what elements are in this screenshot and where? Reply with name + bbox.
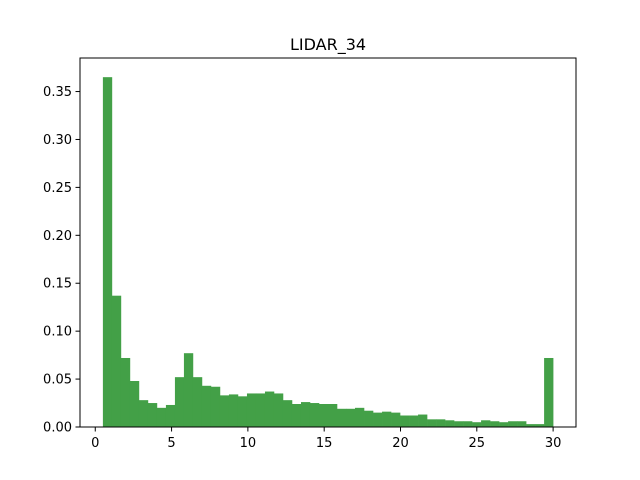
histogram-bar	[508, 421, 518, 427]
histogram-bar	[364, 410, 374, 427]
histogram-bar	[255, 393, 266, 427]
histogram-bar	[499, 422, 509, 427]
x-tick-label: 30	[545, 436, 562, 451]
y-tick-label: 0.30	[43, 133, 72, 148]
histogram-bar	[373, 412, 383, 427]
y-tick-label: 0.35	[43, 85, 72, 100]
histogram-bar	[246, 393, 257, 427]
histogram-bar	[400, 415, 410, 427]
histogram-bar	[445, 420, 455, 427]
histogram-bar	[337, 408, 347, 427]
x-tick-label: 25	[469, 436, 486, 451]
histogram-bar	[472, 422, 482, 427]
histogram-bar	[183, 353, 194, 427]
chart-title: LIDAR_34	[290, 35, 366, 55]
plot-frame	[79, 57, 577, 428]
histogram-bar	[409, 415, 419, 427]
x-tick-label: 10	[240, 436, 257, 451]
y-tick-label: 0.15	[43, 277, 72, 292]
axes-group	[79, 57, 577, 428]
histogram-bar	[192, 377, 203, 427]
bars-group	[102, 77, 554, 428]
histogram-bar	[111, 295, 122, 427]
histogram-bar	[346, 408, 356, 427]
histogram-bar	[165, 404, 176, 427]
histogram-bar	[490, 421, 500, 427]
histogram-bar	[328, 404, 338, 427]
x-tick-label: 15	[316, 436, 333, 451]
histogram-bar	[147, 403, 158, 427]
histogram-bar	[526, 424, 536, 427]
x-axis-ticks: 0 5 10 15 20 25 30	[91, 427, 561, 451]
histogram-bar	[517, 421, 527, 427]
histogram-bar	[427, 419, 437, 427]
y-axis-ticks: 0.00 0.05 0.10 0.15 0.20 0.25 0.30 0.35	[43, 85, 80, 436]
histogram-bar	[156, 407, 167, 427]
y-tick-label: 0.20	[43, 229, 72, 244]
y-tick-label: 0.05	[43, 373, 72, 388]
histogram-bar	[120, 357, 131, 427]
histogram-bar	[436, 419, 446, 427]
x-tick-label: 20	[392, 436, 409, 451]
y-tick-label: 0.10	[43, 325, 72, 340]
y-tick-label: 0.00	[43, 421, 72, 436]
histogram-bar	[454, 421, 464, 427]
histogram-bar	[219, 395, 230, 427]
histogram-bar	[264, 391, 275, 427]
histogram-bar	[300, 402, 311, 427]
histogram-bar	[418, 414, 428, 427]
histogram-bar	[237, 396, 248, 427]
histogram-bar	[319, 404, 329, 427]
histogram-bar	[481, 420, 491, 427]
y-tick-label: 0.25	[43, 181, 72, 196]
histogram-bar	[544, 357, 554, 427]
histogram-bar	[129, 380, 140, 427]
histogram-bar	[463, 421, 473, 427]
histogram-bar	[138, 400, 149, 427]
histogram-bar	[174, 377, 185, 427]
histogram-bar	[102, 77, 113, 428]
histogram-bar	[309, 403, 320, 427]
histogram-bar	[273, 393, 284, 427]
histogram-bar	[391, 412, 401, 427]
histogram-bar	[201, 385, 212, 427]
x-tick-label: 0	[91, 436, 99, 451]
histogram-bar	[355, 407, 365, 427]
histogram-bar	[382, 411, 392, 427]
histogram-bar	[282, 400, 293, 427]
x-tick-label: 5	[167, 436, 175, 451]
histogram-bar	[228, 394, 239, 427]
histogram-bar	[291, 404, 302, 427]
histogram-bar	[210, 386, 221, 427]
histogram-bar	[535, 424, 545, 427]
